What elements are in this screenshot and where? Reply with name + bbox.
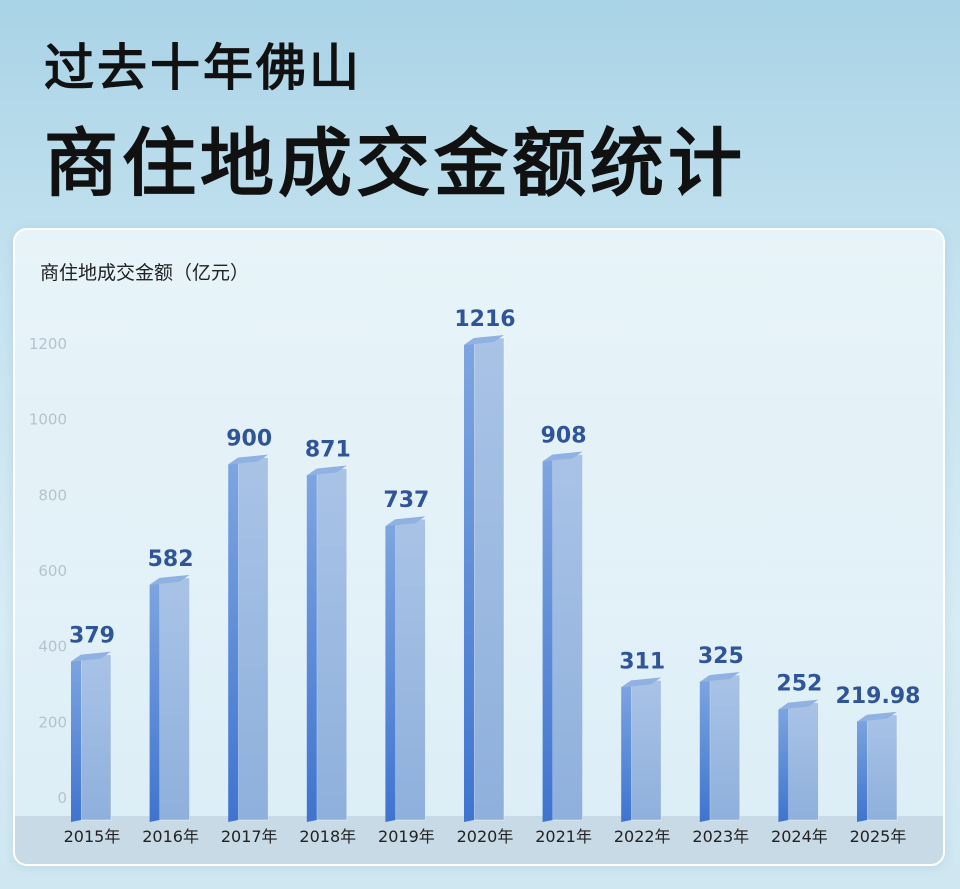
x-tick-label: 2017年 [221,827,278,846]
bar [394,518,426,821]
bar [80,654,112,821]
bar-chart: 0 200 400 600 800 1000 1200 379 582 900 871 737 121… [29,307,921,846]
bar-value-label: 325 [698,644,744,669]
bar [473,337,505,821]
bar [316,468,348,821]
x-tick-label: 2025年 [850,827,907,846]
bar-top [306,465,347,476]
x-tick-label: 2024年 [771,827,828,846]
bar-top [71,651,111,662]
bar [709,674,741,821]
bar [552,454,583,821]
y-tick-label: 0 [57,789,67,807]
bar-value-label: 582 [148,547,194,572]
bar-side [542,454,553,822]
bar-top [857,711,897,722]
bar-side [464,337,474,822]
x-tick-label: 2021年 [535,827,592,846]
x-tick-label: 2015年 [64,827,121,846]
bar-side [621,680,632,822]
bar-top [621,677,662,688]
bar-side [699,675,710,822]
bar-top [778,699,819,710]
bar-value-label: 1216 [454,307,515,332]
bar-side [857,714,867,822]
x-tick-label: 2018年 [299,827,356,846]
bar-top [699,672,740,683]
bar [237,457,269,821]
y-tick-label: 1000 [29,411,67,429]
x-tick-label: 2020年 [457,827,514,846]
bar-side [385,519,396,822]
y-tick-label: 400 [38,638,67,656]
chart-title-line1: 过去十年佛山 [44,39,362,97]
bar-side [149,577,160,822]
bar-side [778,702,789,822]
bar-side [71,654,81,822]
bar-value-label: 908 [541,424,587,449]
chart-panel: 商住地成交金额（亿元） 0 200 400 600 800 1000 1200 379 582… [13,228,945,866]
x-tick-label: 2016年 [142,827,199,846]
bar-value-label: 311 [619,649,665,674]
chart-baseline-band [15,816,943,864]
bar [630,679,662,821]
bar-value-label: 871 [305,438,351,463]
y-tick-label: 200 [38,713,67,731]
bar [866,714,898,821]
bar-value-label: 379 [69,624,115,649]
x-tick-label: 2022年 [614,827,671,846]
bar-value-label: 737 [383,488,429,513]
y-tick-label: 800 [38,486,67,504]
x-tick-label: 2019年 [378,827,435,846]
bar-value-label: 219.98 [836,684,921,709]
bar-value-label: 252 [776,672,822,697]
bar [788,702,819,821]
y-tick-label: 1200 [29,335,67,353]
bar-top [228,454,269,465]
bar-value-label: 900 [226,427,272,452]
bar-top [385,516,426,527]
bar-top [464,334,504,345]
bar-top [542,451,583,462]
y-tick-label: 600 [38,562,67,580]
bar-side [306,468,317,822]
y-axis-label: 商住地成交金额（亿元） [40,262,250,284]
chart-title-line2: 商住地成交金额统计 [44,121,746,207]
bar-top [149,574,190,585]
bar [159,577,191,821]
bar-side [228,457,239,822]
x-tick-label: 2023年 [692,827,749,846]
